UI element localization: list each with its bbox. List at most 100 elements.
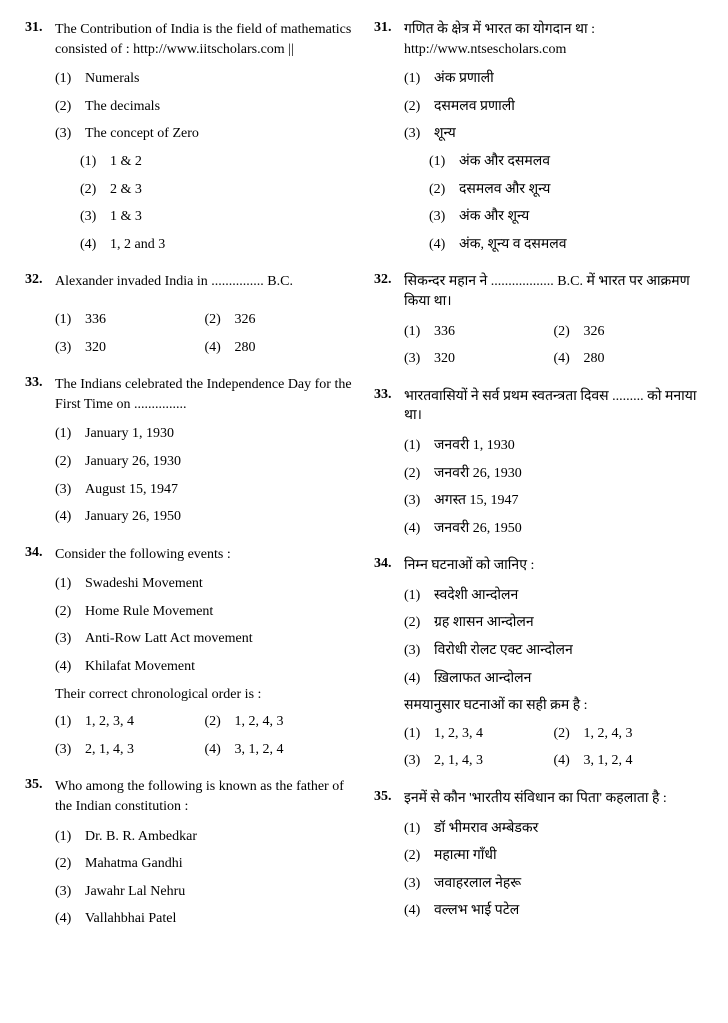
question-number: 31. xyxy=(25,20,55,36)
option-text: 326 xyxy=(235,310,355,330)
item-text: Khilafat Movement xyxy=(85,657,354,677)
item-text: अंक प्रणाली xyxy=(434,69,703,89)
question-number: 34. xyxy=(25,545,55,561)
option-text: जवाहरलाल नेहरू xyxy=(434,874,703,894)
item-text: स्वदेशी आन्दोलन xyxy=(434,586,703,606)
option-text: 1 & 3 xyxy=(110,207,354,227)
option-text: 1 & 2 xyxy=(110,152,354,172)
question-text: निम्न घटनाओं को जानिए : xyxy=(404,556,703,576)
option-text: जनवरी 26, 1930 xyxy=(434,464,703,484)
option-number: (4) xyxy=(554,751,584,771)
item-number: (1) xyxy=(404,586,434,606)
option-text: वल्लभ भाई पटेल xyxy=(434,901,703,921)
item-text: Numerals xyxy=(85,69,354,89)
answer-options: (1)डॉ भीमराव अम्बेडकर (2)महात्मा गाँधी (… xyxy=(404,819,703,921)
option-text: 1, 2, 3, 4 xyxy=(85,712,205,732)
answer-options: (1)January 1, 1930 (2)January 26, 1930 (… xyxy=(55,424,354,526)
question-text: Alexander invaded India in .............… xyxy=(55,272,354,292)
option-number: (3) xyxy=(55,740,85,760)
option-number: (4) xyxy=(80,235,110,255)
question-text: The Indians celebrated the Independence … xyxy=(55,375,354,414)
option-text: Mahatma Gandhi xyxy=(85,854,354,874)
item-number: (1) xyxy=(55,574,85,594)
option-number: (2) xyxy=(205,310,235,330)
item-text: शून्य xyxy=(434,124,703,144)
option-text: 336 xyxy=(85,310,205,330)
item-number: (1) xyxy=(404,69,434,89)
option-text: 3, 1, 2, 4 xyxy=(235,740,355,760)
option-number: (4) xyxy=(55,507,85,527)
option-number: (3) xyxy=(404,874,434,894)
question-31-hi: 31. गणित के क्षेत्र में भारत का योगदान थ… xyxy=(374,20,703,254)
answer-options: (1)Dr. B. R. Ambedkar (2)Mahatma Gandhi … xyxy=(55,827,354,929)
option-number: (1) xyxy=(80,152,110,172)
option-number: (3) xyxy=(80,207,110,227)
option-number: (3) xyxy=(404,751,434,771)
option-number: (1) xyxy=(404,819,434,839)
item-number: (2) xyxy=(404,613,434,633)
option-text: डॉ भीमराव अम्बेडकर xyxy=(434,819,703,839)
option-number: (4) xyxy=(404,901,434,921)
option-number: (3) xyxy=(55,480,85,500)
question-number: 32. xyxy=(374,272,404,288)
item-number: (3) xyxy=(55,629,85,649)
question-number: 32. xyxy=(25,272,55,288)
question-34-en: 34. Consider the following events : (1)S… xyxy=(25,545,354,760)
question-number: 31. xyxy=(374,20,404,36)
option-number: (4) xyxy=(429,235,459,255)
option-number: (1) xyxy=(55,712,85,732)
option-text: 336 xyxy=(434,322,554,342)
item-text: The decimals xyxy=(85,97,354,117)
item-number: (1) xyxy=(55,69,85,89)
option-text: January 26, 1950 xyxy=(85,507,354,527)
question-number: 34. xyxy=(374,556,404,572)
option-text: 1, 2, 4, 3 xyxy=(584,724,704,744)
answer-options: (1)1, 2, 3, 4 (2)1, 2, 4, 3 xyxy=(55,712,354,732)
option-text: 280 xyxy=(584,349,704,369)
option-text: 2, 1, 4, 3 xyxy=(85,740,205,760)
option-text: 320 xyxy=(85,338,205,358)
question-32-en: 32. Alexander invaded India in .........… xyxy=(25,272,354,357)
option-text: 2 & 3 xyxy=(110,180,354,200)
option-text: January 1, 1930 xyxy=(85,424,354,444)
option-text: August 15, 1947 xyxy=(85,480,354,500)
answer-options: (1)जनवरी 1, 1930 (2)जनवरी 26, 1930 (3)अग… xyxy=(404,436,703,538)
item-list: (1)स्वदेशी आन्दोलन (2)ग्रह शासन आन्दोलन … xyxy=(404,586,703,688)
page: 31. The Contribution of India is the fie… xyxy=(25,20,703,947)
option-number: (3) xyxy=(55,882,85,902)
option-number: (4) xyxy=(205,740,235,760)
question-number: 35. xyxy=(374,789,404,805)
option-number: (2) xyxy=(554,322,584,342)
option-text: दसमलव और शून्य xyxy=(459,180,703,200)
question-text: गणित के क्षेत्र में भारत का योगदान था : … xyxy=(404,20,703,59)
item-text: Home Rule Movement xyxy=(85,602,354,622)
option-number: (1) xyxy=(404,322,434,342)
option-number: (1) xyxy=(55,827,85,847)
option-text: 1, 2, 4, 3 xyxy=(235,712,355,732)
answer-options: (1)1 & 2 (2)2 & 3 (3)1 & 3 (4)1, 2 and 3 xyxy=(80,152,354,254)
option-number: (2) xyxy=(55,854,85,874)
option-number: (1) xyxy=(55,310,85,330)
item-list: (1)Swadeshi Movement (2)Home Rule Moveme… xyxy=(55,574,354,676)
item-text: ग्रह शासन आन्दोलन xyxy=(434,613,703,633)
sub-question-text: Their correct chronological order is : xyxy=(55,685,354,705)
question-text: The Contribution of India is the field o… xyxy=(55,20,354,59)
item-list: (1)Numerals (2)The decimals (3)The conce… xyxy=(55,69,354,144)
answer-options: (1)अंक और दसमलव (2)दसमलव और शून्य (3)अंक… xyxy=(429,152,703,254)
item-number: (3) xyxy=(55,124,85,144)
option-number: (1) xyxy=(404,724,434,744)
question-text: इनमें से कौन 'भारतीय संविधान का पिता' कह… xyxy=(404,789,703,809)
question-35-hi: 35. इनमें से कौन 'भारतीय संविधान का पिता… xyxy=(374,789,703,921)
option-text: 1, 2 and 3 xyxy=(110,235,354,255)
option-number: (2) xyxy=(554,724,584,744)
question-33-hi: 33. भारतवासियों ने सर्व प्रथम स्वतन्त्रत… xyxy=(374,387,703,539)
item-text: The concept of Zero xyxy=(85,124,354,144)
option-number: (2) xyxy=(404,464,434,484)
option-text: 280 xyxy=(235,338,355,358)
item-number: (3) xyxy=(404,641,434,661)
item-text: दसमलव प्रणाली xyxy=(434,97,703,117)
option-text: अंक, शून्य व दसमलव xyxy=(459,235,703,255)
option-text: अंक और शून्य xyxy=(459,207,703,227)
answer-options: (1)336 (2)326 xyxy=(55,310,354,330)
option-text: महात्मा गाँधी xyxy=(434,846,703,866)
